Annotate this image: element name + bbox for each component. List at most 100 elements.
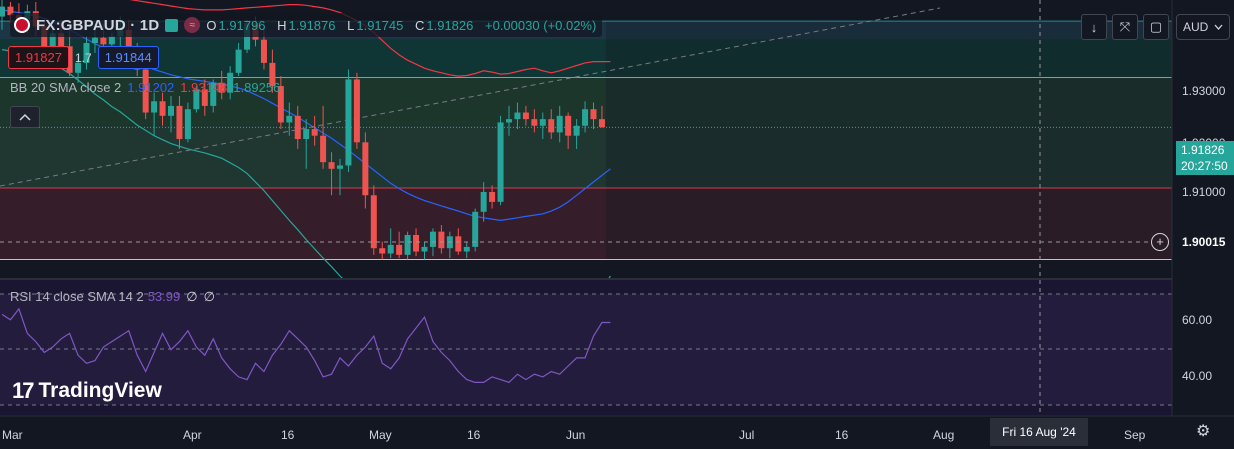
candle-body [522,112,529,120]
time-label: 16 [835,428,849,442]
time-label: Mar [2,428,23,442]
rsi-legend[interactable]: RSI 14 close SMA 14 2 53.99 ∅ ∅ [10,289,215,304]
time-label: May [369,428,392,442]
tradingview-logo[interactable]: 17 TradingView [12,378,162,403]
candle-body [353,79,360,143]
candle-body [379,248,386,254]
chevron-up-icon [19,113,31,121]
candle-body [41,26,48,50]
candle-body [286,115,293,123]
add-alert-icon[interactable]: + [1151,233,1169,251]
candle-body [49,33,56,50]
candle-body [497,122,504,202]
candle-body [590,109,597,120]
candle-body [396,244,403,255]
crosshair-date-label: Fri 16 Aug '24 [990,418,1088,446]
collapse-legend-button[interactable] [10,106,40,128]
candle-body [176,105,183,139]
legend-header[interactable]: FX:GBPAUD · 1D ≈ O 1.91796 H 1.91876 L 1.91… [10,13,603,37]
collapse-button[interactable]: ⤧ [1112,14,1138,40]
data-source-icon[interactable]: ≈ [184,17,201,33]
candle-body [7,6,14,16]
candle-body [539,119,546,126]
symbol-title[interactable]: FX:GBPAUD · 1D [36,16,160,34]
candle-body [404,234,411,255]
candle-body [429,231,436,247]
arrow-down-icon: ↓ [1090,19,1098,35]
candle-body [421,246,428,252]
candle-body [413,234,420,252]
ohlc-values: O 1.91796 H 1.91876 L 1.91745 C 1.91826 +0.0… [206,17,597,33]
time-label: 16 [467,428,481,442]
candle-body [345,79,352,166]
price-zone [0,77,606,126]
flag-icon [14,17,30,33]
market-open-icon [165,18,179,32]
fullscreen-icon: ▢ [1149,19,1163,34]
candle-body [303,129,310,139]
time-label: Aug [933,428,955,442]
candle-body [598,119,605,128]
candle-body [277,86,284,123]
sell-button[interactable]: 1.91827 [8,46,69,69]
time-label: Sep [1124,428,1146,442]
rsi-value: 53.99 [147,289,181,304]
candle-body [100,37,107,45]
candle-body [531,119,538,126]
bb-legend[interactable]: BB 20 SMA close 2 1.91202 1.93148 1.89256 [10,80,281,95]
candle-body [193,89,200,110]
candle-body [556,115,563,133]
scroll-down-button[interactable]: ↓ [1081,14,1107,40]
time-label: Apr [183,428,202,442]
candle-body [548,119,555,133]
currency-select[interactable]: AUD [1176,14,1230,40]
candle-body [294,115,301,139]
trend-line[interactable] [0,7,941,187]
price-zone-extension [605,187,1172,260]
rsi-line [1,307,611,384]
rsi-label-40: 40.00 [1182,369,1213,383]
candle-body [168,105,174,116]
candle-body [514,112,521,120]
spread-value: 1.7 [75,50,92,65]
candle-body [58,33,65,47]
candle-body [108,36,115,45]
change-value: +0.00030 (+0.02%) [485,17,597,33]
candle-body [260,39,267,63]
candle-body [311,129,318,136]
candle-body [66,46,73,73]
collapse-icon: ⤧ [1119,19,1131,34]
candle-body [218,82,225,93]
price-zone-extension [605,77,1172,126]
price-label-1: 1.93000 [1182,84,1226,98]
price-zone-extension [605,125,1172,188]
candle-body [455,236,462,252]
candle-body [235,49,242,73]
chevron-down-icon [1214,24,1223,30]
candle-body [573,125,580,136]
candle-body [91,37,98,44]
candle-body [159,101,166,116]
candle-body [387,244,394,254]
price-zone [0,125,606,188]
candle-body [506,119,512,123]
buy-button[interactable]: 1.91844 [97,46,159,69]
settings-gear-icon[interactable]: ⚙ [1196,423,1211,440]
rsi-label-60: 60.00 [1182,313,1213,327]
candle-body [210,82,217,106]
crosshair-price-label: 1.90015 [1176,233,1234,251]
candle-body [184,109,191,139]
candle-body [75,62,82,73]
last-price-label: 1.91826 20:27:50 [1176,141,1234,175]
candle-body [227,72,234,93]
price-label-3: 1.91000 [1182,185,1226,199]
candle-body [463,246,470,252]
time-label: Jul [739,428,755,442]
bb-upper-value: 1.93148 [180,80,228,95]
candle-body [480,191,487,212]
candle-body [142,69,149,113]
candle-body [438,231,445,249]
candle-body [362,142,369,196]
fullscreen-button[interactable]: ▢ [1143,14,1169,40]
